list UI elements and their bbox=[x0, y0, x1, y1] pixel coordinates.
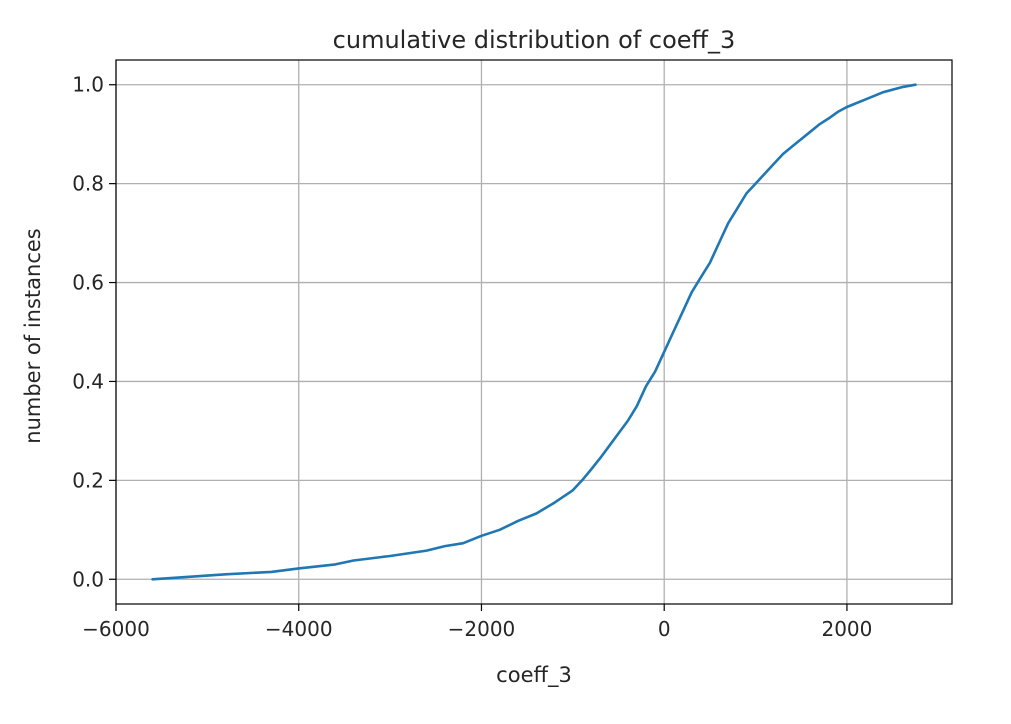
chart-title: cumulative distribution of coeff_3 bbox=[333, 26, 736, 54]
y-tick-label: 0.4 bbox=[72, 369, 104, 393]
series-layer bbox=[151, 83, 917, 581]
x-tick-label: −4000 bbox=[265, 617, 333, 641]
x-tick-label: −2000 bbox=[448, 617, 516, 641]
y-tick-label: 1.0 bbox=[72, 73, 104, 97]
y-tick-label: 0.2 bbox=[72, 468, 104, 492]
y-tick-label: 0.8 bbox=[72, 172, 104, 196]
y-tick-label: 0.6 bbox=[72, 271, 104, 295]
grid bbox=[115, 60, 952, 604]
x-tick-label: 2000 bbox=[821, 617, 872, 641]
x-tick-label: −6000 bbox=[82, 617, 150, 641]
x-tick-label: 0 bbox=[658, 617, 671, 641]
x-axis-label: coeff_3 bbox=[496, 663, 572, 688]
cdf-series-line bbox=[151, 83, 917, 581]
y-tick-label: 0.0 bbox=[72, 567, 104, 591]
ticks: −6000 −4000 −2000 0 2000 0.0 0.2 0.4 0.6 0.8 1.0 bbox=[72, 73, 872, 641]
plot-frame bbox=[115, 59, 953, 605]
y-axis-label: number of instances bbox=[21, 228, 45, 443]
